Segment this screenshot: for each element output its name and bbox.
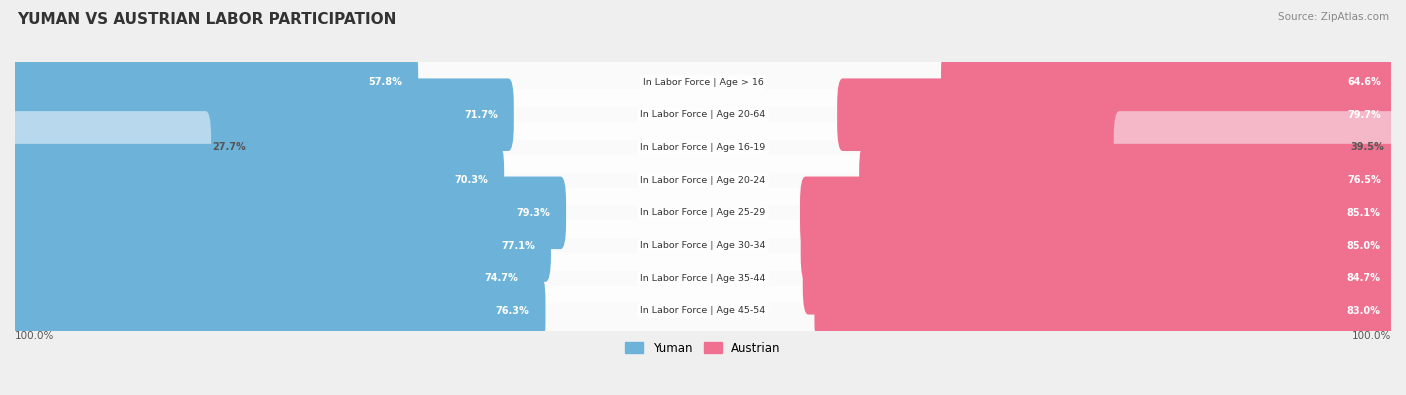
Text: 64.6%: 64.6% <box>1347 77 1381 87</box>
Text: In Labor Force | Age 35-44: In Labor Force | Age 35-44 <box>640 274 766 283</box>
FancyBboxPatch shape <box>10 209 551 282</box>
FancyBboxPatch shape <box>13 155 1393 205</box>
Text: Source: ZipAtlas.com: Source: ZipAtlas.com <box>1278 12 1389 22</box>
Text: 70.3%: 70.3% <box>454 175 488 185</box>
Text: 100.0%: 100.0% <box>1351 331 1391 341</box>
FancyBboxPatch shape <box>859 144 1396 216</box>
FancyBboxPatch shape <box>814 275 1396 347</box>
Text: 100.0%: 100.0% <box>15 331 55 341</box>
Text: 79.3%: 79.3% <box>516 208 550 218</box>
FancyBboxPatch shape <box>13 188 1393 238</box>
Text: 77.1%: 77.1% <box>502 241 536 250</box>
Text: 85.1%: 85.1% <box>1347 208 1381 218</box>
Text: 76.3%: 76.3% <box>496 306 530 316</box>
FancyBboxPatch shape <box>10 46 418 118</box>
Text: In Labor Force | Age 20-64: In Labor Force | Age 20-64 <box>640 110 766 119</box>
FancyBboxPatch shape <box>13 253 1393 303</box>
Text: 84.7%: 84.7% <box>1347 273 1381 283</box>
Legend: Yuman, Austrian: Yuman, Austrian <box>620 337 786 359</box>
FancyBboxPatch shape <box>13 57 1393 107</box>
Text: 83.0%: 83.0% <box>1347 306 1381 316</box>
Text: 27.7%: 27.7% <box>212 143 246 152</box>
FancyBboxPatch shape <box>10 242 534 314</box>
Text: YUMAN VS AUSTRIAN LABOR PARTICIPATION: YUMAN VS AUSTRIAN LABOR PARTICIPATION <box>17 12 396 27</box>
FancyBboxPatch shape <box>800 177 1396 249</box>
FancyBboxPatch shape <box>10 275 546 347</box>
FancyBboxPatch shape <box>10 177 567 249</box>
FancyBboxPatch shape <box>10 111 211 184</box>
FancyBboxPatch shape <box>13 122 1393 173</box>
Text: In Labor Force | Age 16-19: In Labor Force | Age 16-19 <box>640 143 766 152</box>
FancyBboxPatch shape <box>1114 111 1396 184</box>
Text: 71.7%: 71.7% <box>464 110 498 120</box>
Text: In Labor Force | Age 45-54: In Labor Force | Age 45-54 <box>640 307 766 316</box>
FancyBboxPatch shape <box>800 209 1396 282</box>
FancyBboxPatch shape <box>13 220 1393 271</box>
Text: 57.8%: 57.8% <box>368 77 402 87</box>
FancyBboxPatch shape <box>10 79 513 151</box>
FancyBboxPatch shape <box>941 46 1396 118</box>
FancyBboxPatch shape <box>13 90 1393 140</box>
Text: In Labor Force | Age > 16: In Labor Force | Age > 16 <box>643 77 763 87</box>
Text: 76.5%: 76.5% <box>1347 175 1381 185</box>
Text: In Labor Force | Age 20-24: In Labor Force | Age 20-24 <box>640 176 766 184</box>
Text: In Labor Force | Age 30-34: In Labor Force | Age 30-34 <box>640 241 766 250</box>
Text: 85.0%: 85.0% <box>1347 241 1381 250</box>
FancyBboxPatch shape <box>10 144 505 216</box>
Text: 74.7%: 74.7% <box>485 273 519 283</box>
Text: 39.5%: 39.5% <box>1350 143 1384 152</box>
FancyBboxPatch shape <box>837 79 1396 151</box>
FancyBboxPatch shape <box>803 242 1396 314</box>
Text: 79.7%: 79.7% <box>1347 110 1381 120</box>
FancyBboxPatch shape <box>13 286 1393 336</box>
Text: In Labor Force | Age 25-29: In Labor Force | Age 25-29 <box>640 208 766 217</box>
